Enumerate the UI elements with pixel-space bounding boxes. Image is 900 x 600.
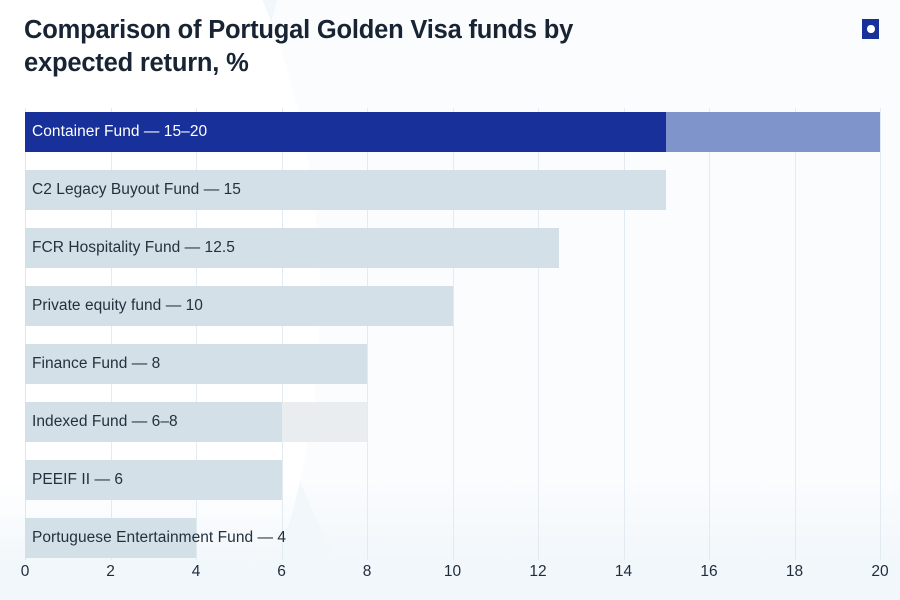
x-tick-label-4: 4 [191,563,201,580]
x-tick-label-14: 14 [614,563,633,580]
gridline-6 [281,108,283,560]
x-tick-label-18: 18 [785,563,804,580]
x-tick-label-12: 12 [529,563,547,580]
bar-row[interactable]: Finance Fund — 8 [25,344,880,384]
gridline-8 [367,108,368,560]
gridline-10 [452,108,454,560]
bar-segment-value [25,402,282,442]
bar-track [25,286,453,326]
bar-row[interactable]: Indexed Fund — 6–8 [25,402,880,442]
bar-label: Portuguese Entertainment Fund — 4 [32,529,287,546]
bar-segment-range [666,112,880,152]
x-tick-label-10: 10 [443,563,462,580]
bar-track [25,170,667,210]
bar-row[interactable]: Portuguese Entertainment Fund — 4 [25,518,880,558]
bar-segment-value [25,170,667,210]
bar-label: C2 Legacy Buyout Fund — 15 [32,181,241,198]
bar-segment-value [25,228,560,268]
bar-segment-value [25,518,196,558]
bar-label: Private equity fund — 10 [32,297,203,314]
bar-row[interactable]: Container Fund — 15–20 [25,112,880,152]
bar-row[interactable]: FCR Hospitality Fund — 12.5 [25,228,880,268]
plot-area: Container Fund — 15–20 C2 Legacy Buyout F… [25,108,881,560]
bar-label: PEEIF II — 6 [32,471,124,488]
bar-track [25,460,282,500]
bar-label: FCR Hospitality Fund — 12.5 [32,239,235,256]
bar-track [25,402,367,442]
bar-row[interactable]: PEEIF II — 6 [25,460,880,500]
bar-track [25,228,560,268]
bar-segment-range [281,402,367,442]
brand-square-icon [862,19,879,39]
bar-label: Container Fund — 15–20 [32,123,208,140]
gridline-4 [196,108,197,560]
gridline-12 [538,108,539,560]
bar-row[interactable]: C2 Legacy Buyout Fund — 15 [25,170,880,210]
gridline-2 [110,108,112,560]
gridline-0 [25,108,26,560]
bar-track [25,518,196,558]
gridline-20 [880,108,881,560]
header: Comparison of Portugal Golden Visa funds… [0,0,900,100]
bar-track [25,344,367,384]
gridline-18 [794,108,796,560]
x-axis: 0 2 4 6 8 10 12 14 16 18 20 [0,560,900,594]
x-tick-label-2: 2 [106,563,115,580]
bar-segment-value [25,112,667,152]
x-tick-label-8: 8 [362,563,372,580]
bar-segment-value [25,344,367,384]
x-tick-label-6: 6 [277,563,286,580]
bar-label: Indexed Fund — 6–8 [32,413,178,430]
bar-label: Finance Fund — 8 [32,355,161,372]
gridline-14 [623,108,625,560]
bar-track [25,112,880,152]
x-tick-label-0: 0 [20,563,30,580]
x-tick-label-20: 20 [871,563,889,580]
brand-square-inner-glyph [866,25,875,33]
gridline-16 [709,108,710,560]
bar-segment-value [25,286,453,326]
page-title: Comparison of Portugal Golden Visa funds… [24,16,574,77]
bar-segment-value [25,460,282,500]
bar-row[interactable]: Private equity fund — 10 [25,286,880,326]
x-tick-label-16: 16 [700,563,718,580]
